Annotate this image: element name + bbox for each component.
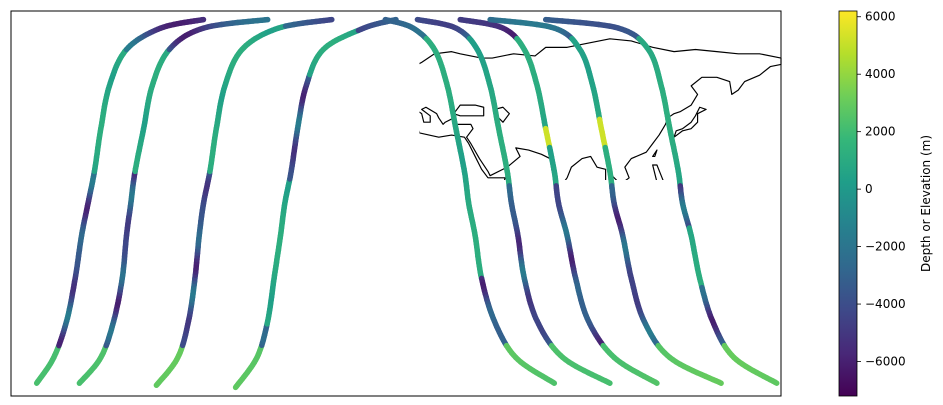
coastline-japan	[673, 106, 707, 138]
coastline-madagascar	[488, 231, 503, 257]
coastline-eurasia	[419, 38, 782, 180]
coastline-greenland	[240, 26, 358, 75]
colorbar-label: Depth or Elevation (m)	[919, 135, 933, 272]
colorbar-tick-label: 2000	[865, 125, 896, 139]
colorbar-tick-label: 4000	[865, 67, 896, 81]
track-segment	[549, 379, 558, 386]
coastline-antarctica	[11, 338, 781, 396]
colorbar-frame	[838, 10, 858, 397]
coastline-uk	[375, 79, 401, 96]
colorbar-tick-label: −2000	[865, 240, 906, 254]
colorbar-tick-label: −6000	[865, 355, 906, 369]
track-segment	[652, 379, 660, 386]
colorbar-tick-label: 6000	[865, 10, 896, 24]
coastline-arabia-inland	[453, 104, 510, 123]
map-frame	[10, 10, 782, 397]
colorbar: −6000 −4000 −2000 0 2000 4000 6000 Depth or El…	[838, 10, 933, 397]
colorbar-gradient	[839, 11, 857, 396]
track-segment	[605, 379, 613, 386]
coastlines	[11, 26, 782, 396]
coastline-africa	[419, 130, 506, 180]
colorbar-tick-label: 0	[865, 182, 873, 196]
track-segment	[716, 379, 724, 386]
coastline-new-zealand	[753, 278, 777, 302]
coastline-australia	[640, 227, 723, 295]
ground-tracks	[33, 16, 780, 391]
colorbar-tick-label: −4000	[865, 297, 906, 311]
colorbar-ticks: −6000 −4000 −2000 0 2000 4000 6000	[857, 10, 906, 369]
track-segment	[772, 379, 780, 386]
coastline-iceland	[345, 62, 366, 68]
